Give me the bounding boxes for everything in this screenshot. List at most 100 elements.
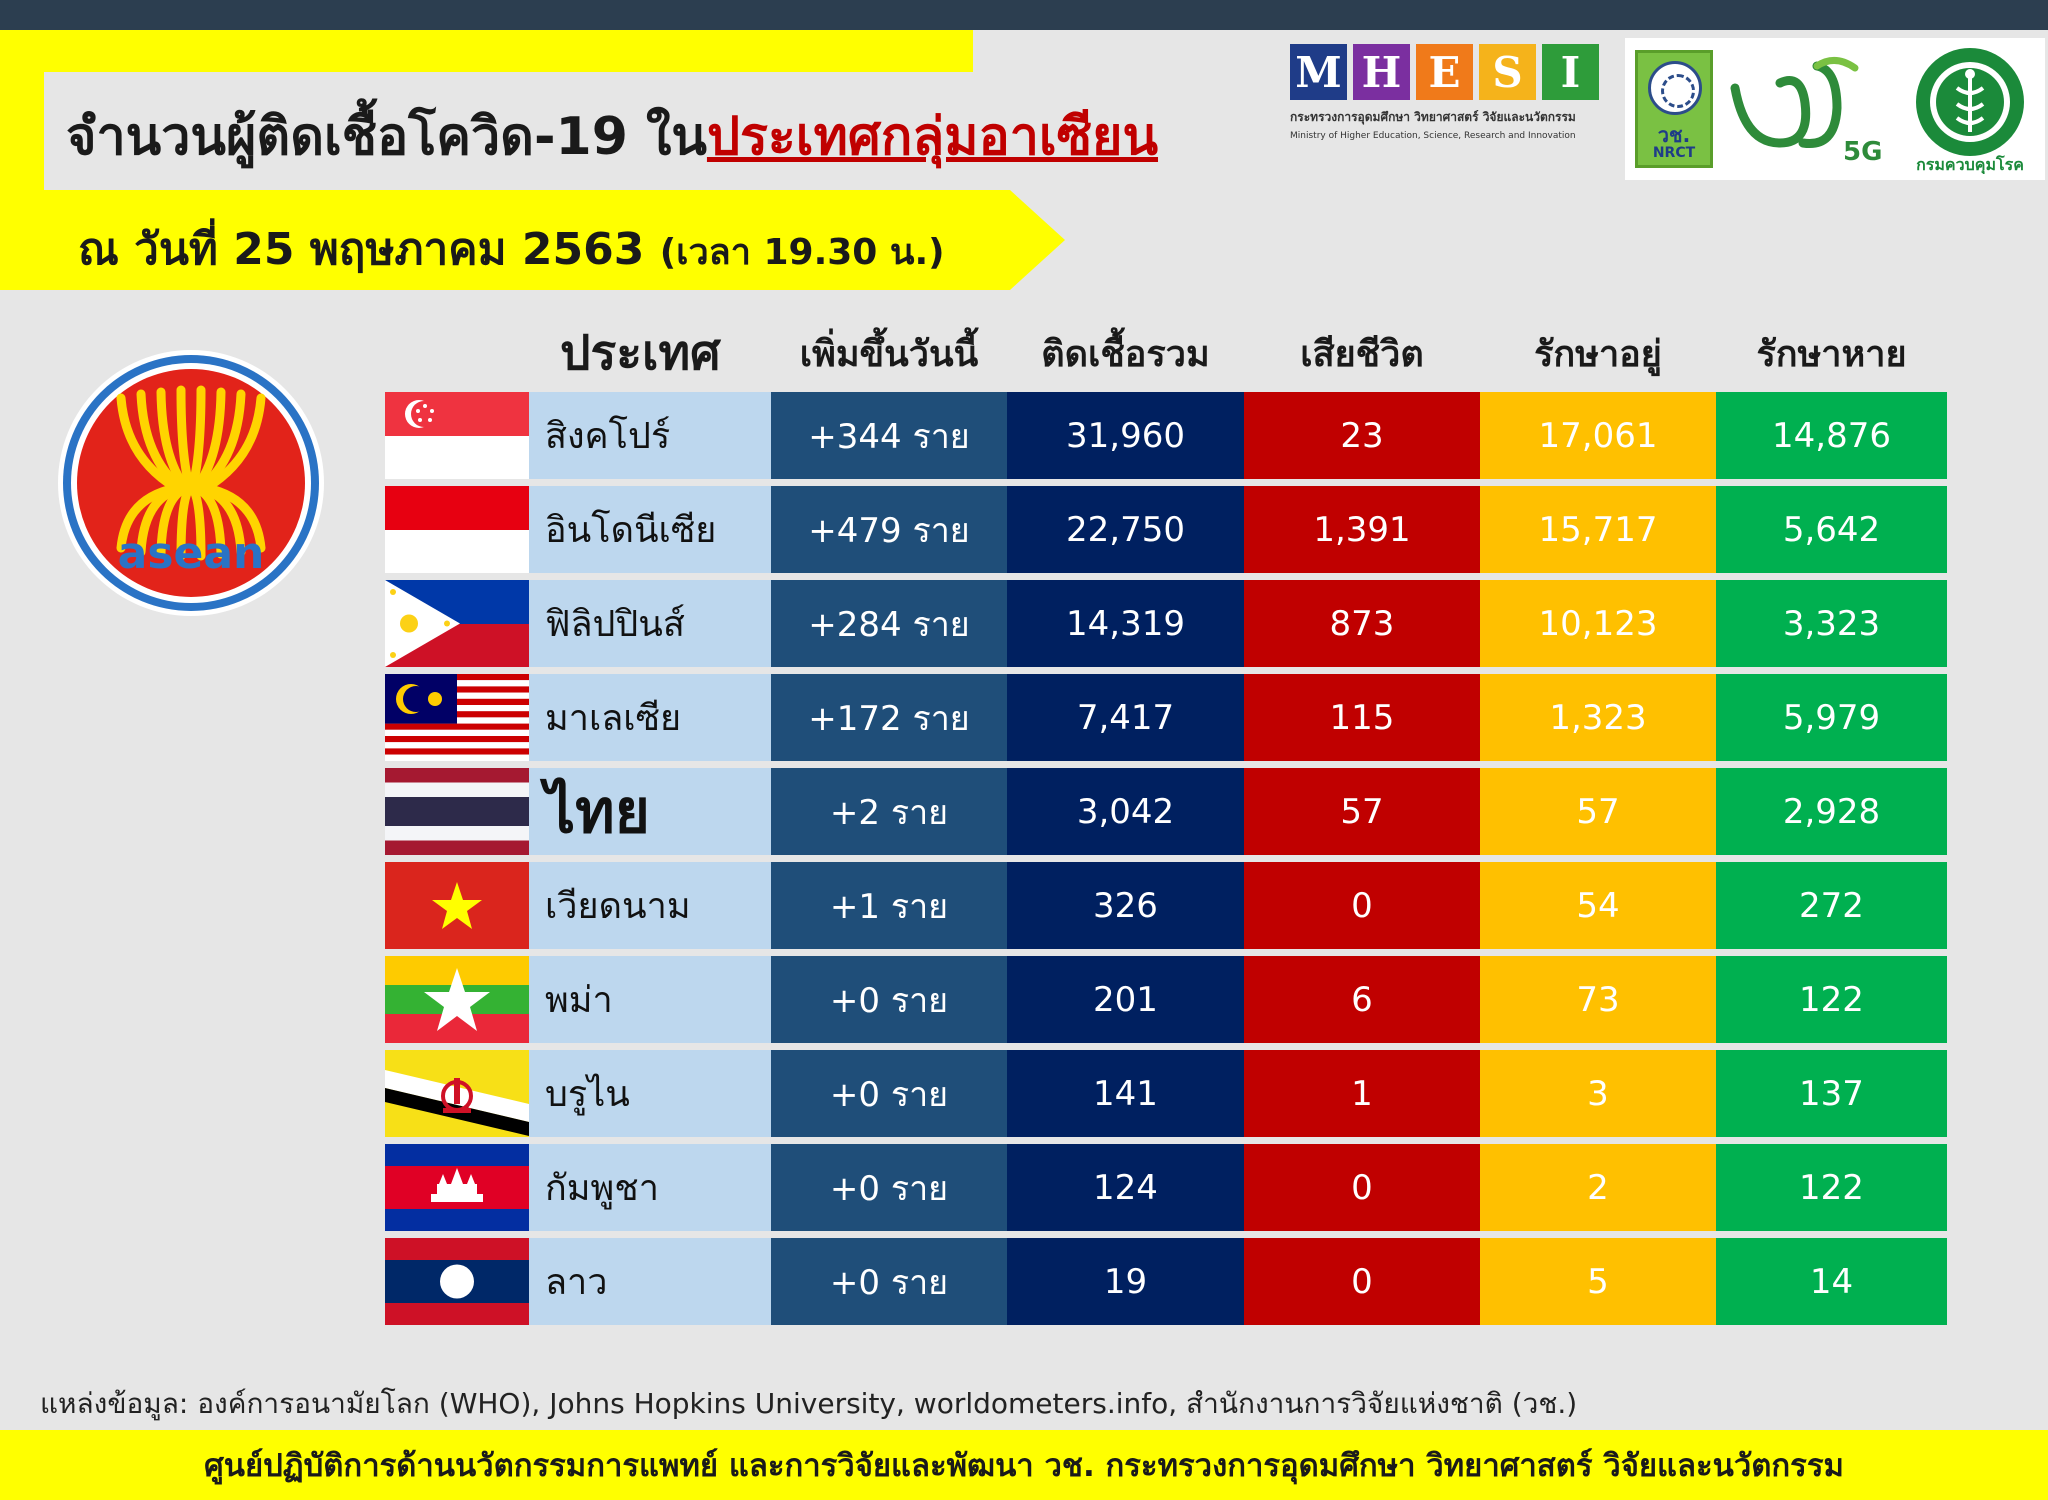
cell-increase: +2 ราย [771, 768, 1007, 855]
nrct-english-label: NRCT [1652, 145, 1696, 161]
table-row: ฟิลิปปินส์ +284 ราย 14,319 873 10,123 3,… [385, 580, 1947, 667]
cell-recovered: 122 [1716, 1144, 1947, 1231]
myanmar-flag-icon [385, 956, 529, 1043]
page-title: จำนวนผู้ติดเชื้อโควิด-19 ในประเทศกลุ่มอา… [66, 94, 1158, 177]
title-accent-bar [0, 30, 973, 72]
country-name: อินโดนีเซีย [529, 486, 771, 573]
table-row: พม่า +0 ราย 201 6 73 122 [385, 956, 1947, 1043]
cell-recovered: 14,876 [1716, 392, 1947, 479]
cell-active: 54 [1480, 862, 1716, 949]
country-name: กัมพูชา [529, 1144, 771, 1231]
cell-active: 5 [1480, 1238, 1716, 1325]
cell-active: 73 [1480, 956, 1716, 1043]
footer-banner: ศูนย์ปฏิบัติการด้านนวัตกรรมการแพทย์ และก… [0, 1430, 2048, 1500]
cell-increase: +1 ราย [771, 862, 1007, 949]
cell-recovered: 5,642 [1716, 486, 1947, 573]
table-row: บรูไน +0 ราย 141 1 3 137 [385, 1050, 1947, 1137]
mhesi-letter: H [1353, 44, 1410, 100]
cell-increase: +344 ราย [771, 392, 1007, 479]
country-name: ฟิลิปปินส์ [529, 580, 771, 667]
cell-increase: +0 ราย [771, 1050, 1007, 1137]
country-name: เวียดนาม [529, 862, 771, 949]
cell-increase: +0 ราย [771, 956, 1007, 1043]
date-text: ณ วันที่ 25 พฤษภาคม 2563 (เวลา 19.30 น.) [78, 214, 945, 284]
mhesi-letter: E [1416, 44, 1473, 100]
mhesi-letter: S [1479, 44, 1536, 100]
cell-recovered: 272 [1716, 862, 1947, 949]
title-box: จำนวนผู้ติดเชื้อโควิด-19 ในประเทศกลุ่มอา… [44, 76, 1232, 186]
country-name: ลาว [529, 1238, 771, 1325]
cell-active: 17,061 [1480, 392, 1716, 479]
cell-recovered: 137 [1716, 1050, 1947, 1137]
date-time: (เวลา 19.30 น.) [659, 232, 945, 273]
mhesi-letter: I [1542, 44, 1599, 100]
table-row: มาเลเซีย +172 ราย 7,417 115 1,323 5,979 [385, 674, 1947, 761]
table-row: อินโดนีเซีย +479 ราย 22,750 1,391 15,717… [385, 486, 1947, 573]
singapore-flag-icon [385, 392, 529, 479]
table-row: ลาว +0 ราย 19 0 5 14 [385, 1238, 1947, 1325]
title-accent-side [0, 30, 44, 190]
country-name: สิงคโปร์ [529, 392, 771, 479]
cell-deaths: 23 [1244, 392, 1480, 479]
cell-deaths: 1,391 [1244, 486, 1480, 573]
cell-increase: +284 ราย [771, 580, 1007, 667]
partner-logos: วช. NRCT 5G กรมควบคุมโรค [1625, 38, 2045, 180]
cell-total: 7,417 [1007, 674, 1244, 761]
date-main: ณ วันที่ 25 พฤษภาคม 2563 [78, 224, 645, 275]
date-banner: ณ วันที่ 25 พฤษภาคม 2563 (เวลา 19.30 น.) [0, 190, 1065, 290]
cell-recovered: 122 [1716, 956, 1947, 1043]
table-row: เวียดนาม +1 ราย 326 0 54 272 [385, 862, 1947, 949]
cell-recovered: 14 [1716, 1238, 1947, 1325]
country-name: พม่า [529, 956, 771, 1043]
cell-increase: +0 ราย [771, 1238, 1007, 1325]
cell-increase: +479 ราย [771, 486, 1007, 573]
5g-label: 5G [1843, 137, 1882, 167]
country-name: บรูไน [529, 1050, 771, 1137]
cell-total: 31,960 [1007, 392, 1244, 479]
title-prefix: จำนวนผู้ติดเชื้อโควิด-19 ใน [66, 107, 707, 167]
country-name: มาเลเซีย [529, 674, 771, 761]
asean-wordmark: asean [118, 528, 265, 579]
table-row: สิงคโปร์ +344 ราย 31,960 23 17,061 14,87… [385, 392, 1947, 479]
cell-deaths: 6 [1244, 956, 1480, 1043]
ddc-label: กรมควบคุมโรค [1916, 154, 2024, 174]
cell-active: 10,123 [1480, 580, 1716, 667]
cell-deaths: 0 [1244, 1144, 1480, 1231]
cell-total: 19 [1007, 1238, 1244, 1325]
header-deaths: เสียชีวิต [1300, 333, 1424, 375]
cell-active: 3 [1480, 1050, 1716, 1137]
cell-increase: +172 ราย [771, 674, 1007, 761]
header-total: ติดเชื้อรวม [1041, 333, 1210, 375]
asean-logo: asean [58, 350, 324, 616]
header-active: รักษาอยู่ [1534, 333, 1662, 375]
cell-deaths: 873 [1244, 580, 1480, 667]
cell-deaths: 57 [1244, 768, 1480, 855]
title-highlight: ประเทศกลุ่มอาเซียน [706, 107, 1159, 167]
mhesi-english-name: Ministry of Higher Education, Science, R… [1290, 131, 1576, 141]
data-source: แหล่งข้อมูล: องค์การอนามัยโลก (WHO), Joh… [40, 1387, 1578, 1420]
nrct-logo: วช. NRCT [1635, 50, 1713, 168]
cell-recovered: 3,323 [1716, 580, 1947, 667]
cell-deaths: 1 [1244, 1050, 1480, 1137]
cell-active: 1,323 [1480, 674, 1716, 761]
cell-total: 22,750 [1007, 486, 1244, 573]
country-name: ไทย [529, 768, 771, 855]
nrct-seal-icon [1648, 61, 1702, 115]
table-row: กัมพูชา +0 ราย 124 0 2 122 [385, 1144, 1947, 1231]
thailand-flag-icon [385, 768, 529, 855]
header-recovered: รักษาหาย [1756, 333, 1907, 375]
mhesi-letter: M [1290, 44, 1347, 100]
5g-logo: 5G [1730, 57, 1882, 167]
cell-recovered: 5,979 [1716, 674, 1947, 761]
cell-total: 141 [1007, 1050, 1244, 1137]
nrct-thai-label: วช. [1657, 123, 1691, 147]
cell-total: 14,319 [1007, 580, 1244, 667]
cell-active: 15,717 [1480, 486, 1716, 573]
cell-active: 2 [1480, 1144, 1716, 1231]
cambodia-flag-icon [385, 1144, 529, 1231]
header-country: ประเทศ [560, 325, 721, 381]
cell-increase: +0 ราย [771, 1144, 1007, 1231]
laos-flag-icon [385, 1238, 529, 1325]
